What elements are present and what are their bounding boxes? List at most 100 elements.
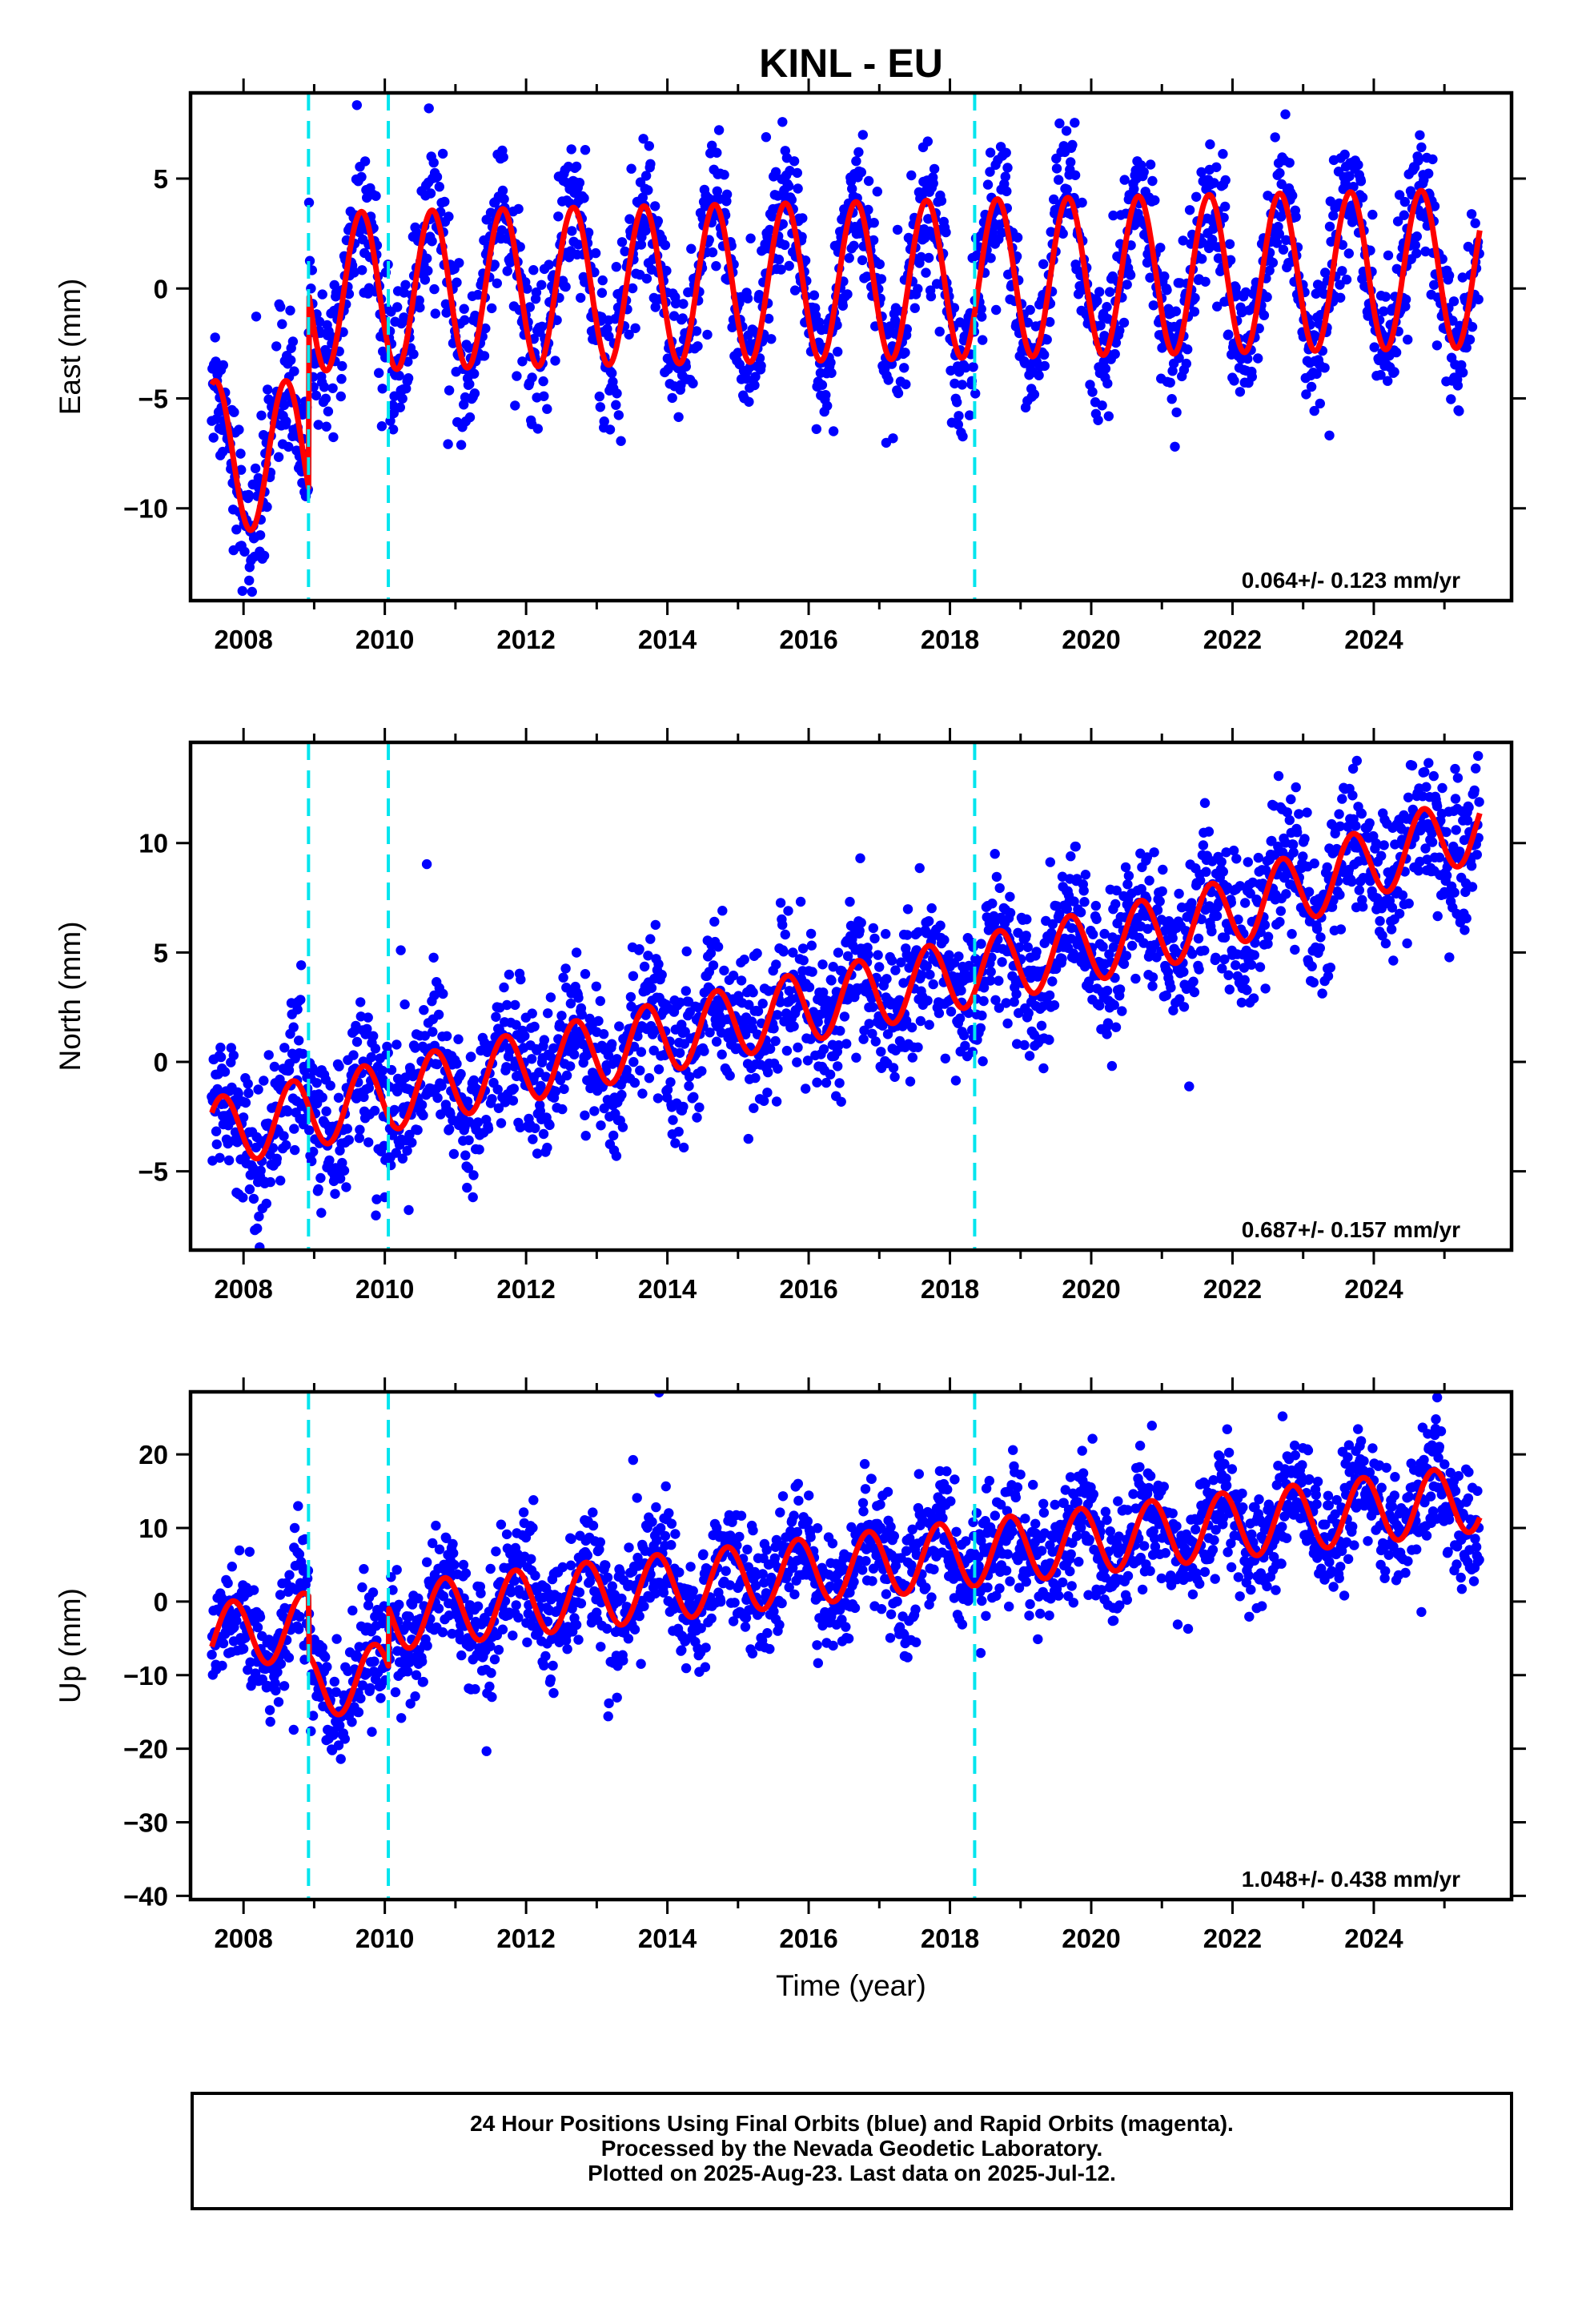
north-point xyxy=(1091,914,1102,925)
east-point xyxy=(414,295,424,306)
north-point xyxy=(529,1021,540,1032)
north-point xyxy=(1216,857,1227,867)
east-point xyxy=(792,167,802,179)
up-point xyxy=(458,1559,469,1570)
east-point xyxy=(444,385,455,396)
up-point xyxy=(396,1713,407,1723)
east-point xyxy=(1429,201,1440,211)
north-point xyxy=(906,1022,917,1033)
north-point xyxy=(653,1064,665,1075)
east-point xyxy=(1066,157,1076,167)
east-point xyxy=(744,396,754,407)
east-point xyxy=(376,421,387,432)
east-point xyxy=(237,585,247,597)
up-point xyxy=(218,1638,229,1649)
east-point xyxy=(1093,415,1103,425)
north-point xyxy=(211,1139,222,1150)
north-point xyxy=(640,1010,651,1020)
east-point xyxy=(1355,176,1367,187)
east-point xyxy=(522,283,532,294)
east-point xyxy=(923,252,934,263)
east-point xyxy=(660,239,671,251)
east-point xyxy=(1054,175,1064,185)
east-point xyxy=(321,421,331,432)
east-point xyxy=(1103,411,1114,421)
north-point xyxy=(1292,827,1303,838)
north-point xyxy=(510,999,520,1011)
east-point xyxy=(874,259,885,270)
east-point xyxy=(929,163,940,175)
north-point xyxy=(1195,875,1206,886)
east-point xyxy=(1145,272,1155,283)
north-ytick-label: −5 xyxy=(138,1157,168,1187)
north-point xyxy=(807,967,817,977)
east-point xyxy=(1410,239,1421,251)
east-point xyxy=(650,302,661,312)
east-point xyxy=(460,315,470,325)
north-point xyxy=(215,1152,225,1164)
north-point xyxy=(856,918,866,928)
east-point xyxy=(1235,387,1246,397)
north-point xyxy=(317,1092,327,1103)
north-point xyxy=(1451,825,1461,835)
north-point xyxy=(1286,794,1296,805)
north-point xyxy=(1154,896,1165,907)
north-point xyxy=(559,1084,569,1095)
east-point xyxy=(1200,276,1211,287)
north-point xyxy=(711,1036,722,1047)
north-point xyxy=(769,1023,779,1034)
east-point xyxy=(412,227,422,238)
north-point xyxy=(1211,911,1223,922)
east-point xyxy=(749,380,760,391)
east-point xyxy=(1278,244,1289,255)
north-point xyxy=(770,1035,781,1047)
north-point xyxy=(444,1124,455,1135)
east-point xyxy=(544,259,554,270)
north-point xyxy=(1302,807,1312,818)
east-point xyxy=(574,178,585,188)
east-point xyxy=(934,326,945,337)
north-point xyxy=(1452,773,1464,783)
up-point xyxy=(322,1662,332,1672)
east-point xyxy=(640,171,652,181)
up-point xyxy=(289,1522,300,1534)
east-point xyxy=(1306,381,1317,392)
east-point xyxy=(872,187,883,197)
east-point xyxy=(612,388,622,399)
north-point xyxy=(1249,950,1260,960)
north-point xyxy=(259,1076,269,1086)
north-point xyxy=(826,975,837,986)
north-point xyxy=(781,1045,793,1056)
north-ylabel: North (mm) xyxy=(54,921,86,1071)
north-point xyxy=(254,1211,264,1222)
north-ytick-label: 0 xyxy=(154,1047,168,1077)
north-point xyxy=(888,1063,899,1073)
east-point xyxy=(1213,253,1224,263)
east-point xyxy=(985,147,996,158)
up-point xyxy=(347,1717,357,1727)
east-point xyxy=(1431,340,1443,351)
north-point xyxy=(834,1078,845,1088)
north-point xyxy=(228,1050,239,1061)
east-point xyxy=(317,289,327,300)
north-point xyxy=(1046,927,1057,939)
east-point xyxy=(420,275,431,285)
east-point xyxy=(721,189,733,199)
north-point xyxy=(348,1050,359,1060)
east-point xyxy=(1457,272,1468,283)
east-point xyxy=(596,287,608,298)
east-point xyxy=(394,370,404,381)
east-point xyxy=(673,412,684,422)
north-point xyxy=(466,1051,476,1062)
east-point xyxy=(397,393,408,404)
east-rate-label: 0.064+/- 0.123 mm/yr xyxy=(1242,568,1460,593)
north-point xyxy=(1189,987,1200,998)
east-point xyxy=(443,439,453,449)
north-point xyxy=(1325,963,1336,973)
east-frame xyxy=(188,90,1514,603)
up-point xyxy=(470,1684,480,1695)
north-point xyxy=(798,955,809,966)
north-xtick-label: 2008 xyxy=(214,1274,272,1304)
north-point xyxy=(628,971,639,982)
east-point xyxy=(837,300,849,311)
